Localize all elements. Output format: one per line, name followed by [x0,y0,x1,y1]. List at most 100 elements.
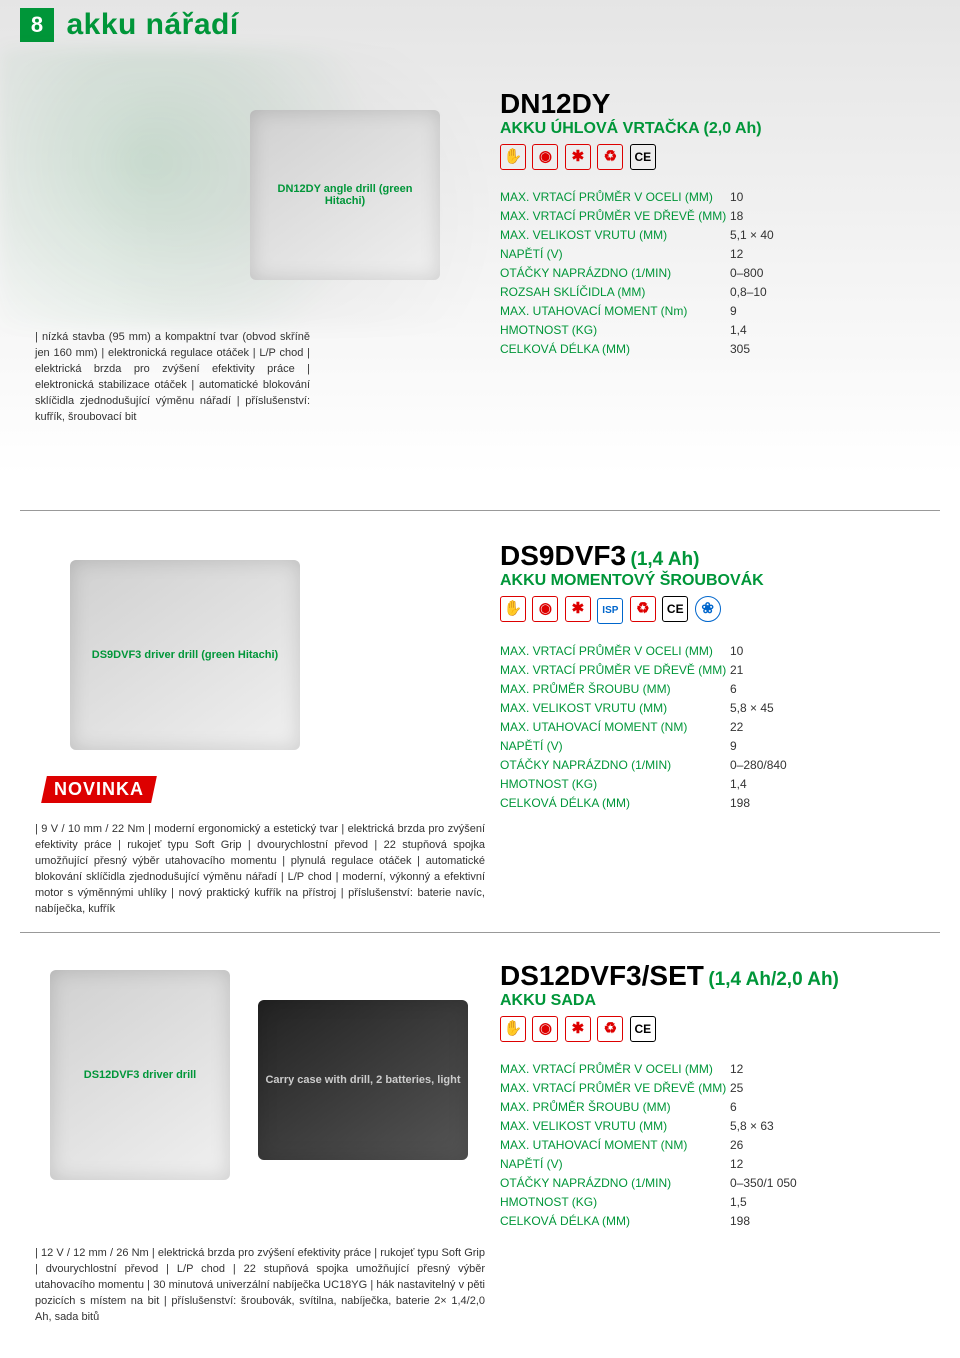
spec-label: MAX. PRŮMĚR ŠROUBU (MM) [500,682,730,696]
spec-label: OTÁČKY NAPRÁZDNO (1/MIN) [500,758,730,772]
spec-value: 22 [730,720,810,734]
spec-value: 0–800 [730,266,810,280]
product2-suffix: (1,4 Ah) [631,549,700,570]
spec-label: HMOTNOST (KG) [500,323,730,337]
product3-heading: DS12DVF3/SET (1,4 Ah/2,0 Ah) AKKU SADA ✋… [500,960,839,1042]
product3-specs: MAX. VRTACÍ PRŮMĚR V OCELI (MM)12 MAX. V… [500,1062,810,1233]
product1-icons: ✋ ◉ ✱ ♻ CE [500,144,762,170]
spec-label: CELKOVÁ DÉLKA (MM) [500,796,730,810]
product3-case-image: Carry case with drill, 2 batteries, ligh… [258,1000,468,1160]
product2-heading: DS9DVF3 (1,4 Ah) AKKU MOMENTOVÝ ŠROUBOVÁ… [500,540,764,624]
ce-icon: CE [630,144,656,170]
spec-label: ROZSAH SKLÍČIDLA (MM) [500,285,730,299]
spec-value: 198 [730,1214,810,1228]
spec-value: 12 [730,247,810,261]
spec-label: MAX. UTAHOVACÍ MOMENT (NM) [500,1138,730,1152]
recycle-icon: ♻ [597,1016,623,1042]
spec-label: MAX. PRŮMĚR ŠROUBU (MM) [500,1100,730,1114]
page-header: 8 akku nářadí [0,8,960,42]
product1-subtitle: AKKU ÚHLOVÁ VRTAČKA (2,0 Ah) [500,120,762,138]
product2-icons: ✋ ◉ ✱ ISP ♻ CE ❀ [500,596,764,624]
spec-value: 6 [730,682,810,696]
spec-value: 9 [730,304,810,318]
product1-image-label: DN12DY angle drill (green Hitachi) [256,183,434,207]
product3-icons: ✋ ◉ ✱ ♻ CE [500,1016,839,1042]
page-category: akku nářadí [66,8,238,41]
spec-value: 305 [730,342,810,356]
spec-label: MAX. VRTACÍ PRŮMĚR VE DŘEVĚ (MM) [500,1081,730,1095]
recycle-icon: ♻ [630,596,656,622]
hand-icon: ✋ [500,596,526,622]
spec-label: MAX. VRTACÍ PRŮMĚR V OCELI (MM) [500,190,730,204]
spec-value: 0–350/1 050 [730,1176,810,1190]
spec-label: NAPĚTÍ (V) [500,1157,730,1171]
spec-label: HMOTNOST (KG) [500,777,730,791]
product1-heading: DN12DY AKKU ÚHLOVÁ VRTAČKA (2,0 Ah) ✋ ◉ … [500,88,762,170]
globe-icon: ◉ [532,596,558,622]
spec-value: 1,4 [730,777,810,791]
spec-label: MAX. VELIKOST VRUTU (MM) [500,228,730,242]
spec-label: MAX. UTAHOVACÍ MOMENT (Nm) [500,304,730,318]
spec-label: MAX. VELIKOST VRUTU (MM) [500,701,730,715]
spec-value: 0–280/840 [730,758,810,772]
novinka-badge: NOVINKA [41,776,157,803]
spec-label: MAX. UTAHOVACÍ MOMENT (NM) [500,720,730,734]
spec-label: OTÁČKY NAPRÁZDNO (1/MIN) [500,1176,730,1190]
product3-model: DS12DVF3/SET [500,960,704,991]
product1-description: | nízká stavba (95 mm) a kompaktní tvar … [35,330,310,426]
product3-image-label: DS12DVF3 driver drill [84,1069,197,1081]
product1-specs: MAX. VRTACÍ PRŮMĚR V OCELI (MM)10 MAX. V… [500,190,810,361]
ce-icon: CE [662,596,688,622]
spec-value: 12 [730,1062,810,1076]
spec-label: OTÁČKY NAPRÁZDNO (1/MIN) [500,266,730,280]
spec-label: NAPĚTÍ (V) [500,739,730,753]
product3-case-label: Carry case with drill, 2 batteries, ligh… [265,1074,460,1086]
product2-image: DS9DVF3 driver drill (green Hitachi) [70,560,300,750]
product1-image: DN12DY angle drill (green Hitachi) [250,110,440,280]
gear-icon: ✱ [565,144,591,170]
product3-description: | 12 V / 12 mm / 26 Nm | elektrická brzd… [35,1246,485,1326]
spec-value: 1,5 [730,1195,810,1209]
spec-value: 5,8 × 63 [730,1119,810,1133]
spec-value: 5,8 × 45 [730,701,810,715]
product2-description: | 9 V / 10 mm / 22 Nm | moderní ergonomi… [35,822,485,918]
spec-value: 21 [730,663,810,677]
spec-label: CELKOVÁ DÉLKA (MM) [500,1214,730,1228]
spec-label: MAX. VRTACÍ PRŮMĚR VE DŘEVĚ (MM) [500,663,730,677]
product2-subtitle: AKKU MOMENTOVÝ ŠROUBOVÁK [500,572,764,590]
spec-label: NAPĚTÍ (V) [500,247,730,261]
spec-value: 18 [730,209,810,223]
page-number: 8 [20,8,54,42]
catalog-page: 8 akku nářadí DN12DY angle drill (green … [0,0,960,1358]
ce-icon: CE [630,1016,656,1042]
spec-value: 6 [730,1100,810,1114]
spec-value: 5,1 × 40 [730,228,810,242]
product2-image-label: DS9DVF3 driver drill (green Hitachi) [92,649,278,661]
spec-value: 12 [730,1157,810,1171]
spec-value: 25 [730,1081,810,1095]
product3-suffix: (1,4 Ah/2,0 Ah) [708,969,839,990]
spec-value: 198 [730,796,810,810]
spec-label: MAX. VELIKOST VRUTU (MM) [500,1119,730,1133]
novinka-label: NOVINKA [54,779,144,800]
hand-icon: ✋ [500,144,526,170]
spec-label: CELKOVÁ DÉLKA (MM) [500,342,730,356]
hand-icon: ✋ [500,1016,526,1042]
spec-label: MAX. VRTACÍ PRŮMĚR VE DŘEVĚ (MM) [500,209,730,223]
product2-model: DS9DVF3 [500,540,626,571]
divider [20,932,940,933]
product1-model: DN12DY [500,88,762,120]
gear-icon: ✱ [565,1016,591,1042]
eco-icon: ❀ [695,596,721,622]
product3-image: DS12DVF3 driver drill [50,970,230,1180]
product2-specs: MAX. VRTACÍ PRŮMĚR V OCELI (MM)10 MAX. V… [500,644,810,815]
spec-label: HMOTNOST (KG) [500,1195,730,1209]
product3-subtitle: AKKU SADA [500,992,839,1010]
spec-label: MAX. VRTACÍ PRŮMĚR V OCELI (MM) [500,1062,730,1076]
spec-value: 10 [730,190,810,204]
globe-icon: ◉ [532,144,558,170]
spec-value: 10 [730,644,810,658]
divider [20,510,940,511]
spec-value: 26 [730,1138,810,1152]
recycle-icon: ♻ [597,144,623,170]
